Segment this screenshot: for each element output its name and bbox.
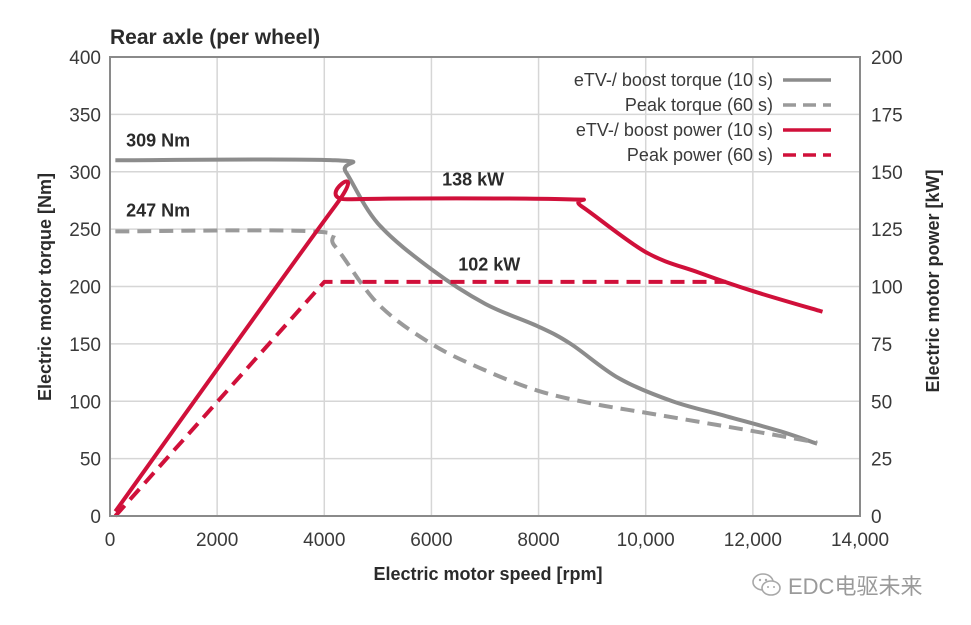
left-tick-label: 400 <box>69 48 101 69</box>
legend-label: eTV-/ boost power (10 s) <box>576 120 773 140</box>
left-tick-label: 100 <box>69 392 101 413</box>
x-tick-label: 2000 <box>196 530 238 551</box>
x-axis-label: Electric motor speed [rpm] <box>373 564 602 584</box>
right-tick-label: 75 <box>871 335 892 356</box>
x-tick-label: 14,000 <box>831 530 889 551</box>
left-tick-label: 50 <box>80 450 101 471</box>
watermark-text: EDC电驱未来 <box>788 574 923 599</box>
right-tick-label: 125 <box>871 220 903 241</box>
annotation-label: 138 kW <box>442 170 504 190</box>
right-tick-label: 200 <box>871 48 903 69</box>
right-tick-label: 25 <box>871 450 892 471</box>
left-tick-label: 0 <box>90 507 101 528</box>
x-tick-label: 6000 <box>410 530 452 551</box>
x-tick-label: 8000 <box>517 530 559 551</box>
right-tick-label: 150 <box>871 163 903 184</box>
left-axis-label: Electric motor torque [Nm] <box>35 173 55 401</box>
series-line-2 <box>113 179 824 513</box>
x-tick-label: 0 <box>105 530 116 551</box>
annotation-label: 102 kW <box>458 254 520 274</box>
x-tick-label: 4000 <box>303 530 345 551</box>
left-tick-label: 350 <box>69 105 101 126</box>
left-tick-label: 200 <box>69 278 101 299</box>
right-tick-label: 175 <box>871 105 903 126</box>
legend: eTV-/ boost torque (10 s) Peak torque (60… <box>574 70 831 165</box>
series-layer <box>113 157 824 518</box>
right-tick-label: 50 <box>871 392 892 413</box>
legend-label: Peak power (60 s) <box>627 145 773 165</box>
left-tick-label: 250 <box>69 220 101 241</box>
right-axis-label: Electric motor power [kW] <box>923 169 943 392</box>
right-tick-label: 0 <box>871 507 882 528</box>
annotation-label: 309 Nm <box>126 131 190 151</box>
plot-frame <box>109 56 861 517</box>
annotation-label: 247 Nm <box>126 201 190 221</box>
right-axis-ticks: 0 25 50 75 100 125 150 175 200 <box>871 48 903 528</box>
left-tick-label: 150 <box>69 335 101 356</box>
wechat-icon <box>752 573 781 596</box>
right-tick-label: 100 <box>871 278 903 299</box>
x-tick-label: 10,000 <box>617 530 675 551</box>
x-axis-ticks: 0 2000 4000 6000 8000 10,000 12,000 14,000 <box>105 530 889 551</box>
series-line-3 <box>113 279 727 518</box>
left-axis-ticks: 0 50 100 150 200 250 300 350 400 <box>69 48 101 528</box>
legend-label: eTV-/ boost torque (10 s) <box>574 70 773 90</box>
chart-title: Rear axle (per wheel) <box>110 26 320 49</box>
left-tick-label: 300 <box>69 163 101 184</box>
watermark: EDC电驱未来 <box>752 569 922 601</box>
legend-label: Peak torque (60 s) <box>625 95 773 115</box>
x-tick-label: 12,000 <box>724 530 782 551</box>
annotations: 309 Nm 247 Nm 138 kW 102 kW <box>126 131 520 275</box>
series-line-1 <box>115 228 818 445</box>
series-line-0 <box>115 157 818 446</box>
